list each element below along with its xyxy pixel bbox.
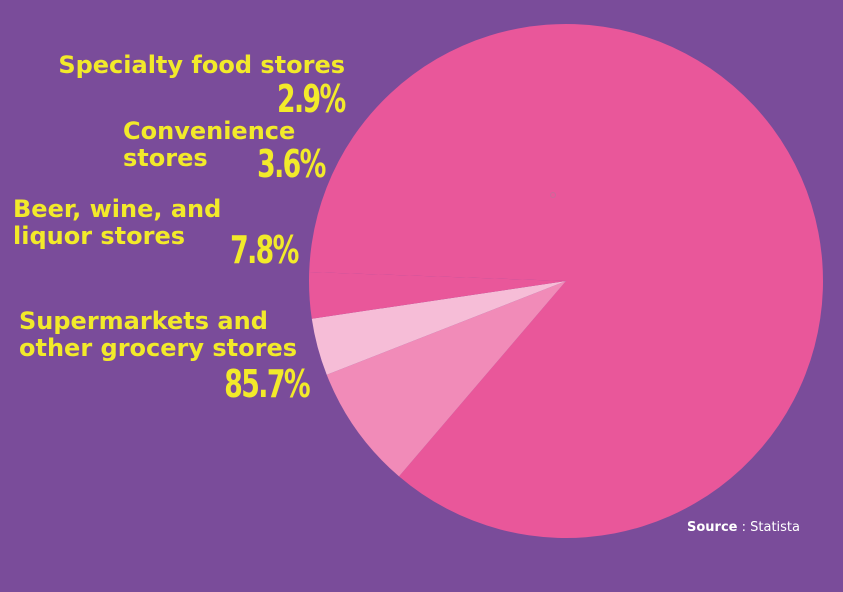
category-label-supermarkets: Supermarkets and other grocery stores bbox=[19, 307, 298, 362]
value-label-convenience: 3.6% bbox=[257, 142, 326, 186]
label-specialty: Specialty food stores 2.9% bbox=[58, 51, 346, 121]
value-label-specialty: 2.9% bbox=[277, 77, 346, 121]
pie-slice-supermarkets bbox=[309, 24, 824, 539]
label-supermarkets: Supermarkets and other grocery stores 85… bbox=[19, 307, 311, 406]
label-beer: Beer, wine, and liquor stores bbox=[13, 196, 243, 250]
category-label-specialty: Specialty food stores bbox=[58, 51, 345, 79]
label-convenience-value: 3.6% bbox=[238, 142, 326, 186]
source-separator: : bbox=[737, 520, 751, 535]
pie-slice-beer bbox=[326, 281, 566, 477]
source-note: Source : Statista bbox=[687, 520, 800, 535]
source-prefix: Source bbox=[686, 520, 738, 535]
center-marker bbox=[550, 192, 556, 198]
label-convenience: Convenience stores bbox=[123, 118, 323, 172]
category-label-convenience: Convenience stores bbox=[123, 117, 296, 172]
value-label-supermarkets: 85.7% bbox=[224, 362, 310, 406]
pie-slice-convenience bbox=[311, 281, 566, 375]
label-beer-value: 7.8% bbox=[211, 228, 299, 272]
pie-slice-specialty bbox=[309, 272, 566, 319]
category-label-beer: Beer, wine, and liquor stores bbox=[13, 195, 222, 250]
value-label-beer: 7.8% bbox=[230, 228, 299, 272]
source-name: Statista bbox=[750, 520, 800, 535]
